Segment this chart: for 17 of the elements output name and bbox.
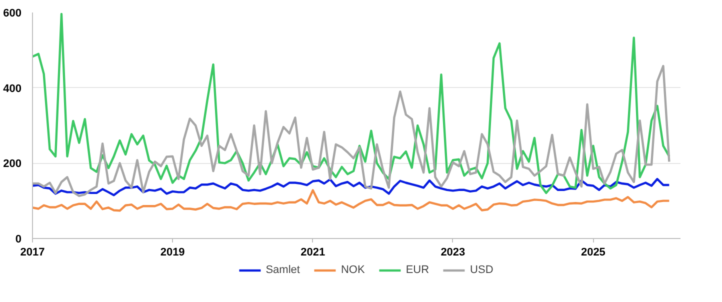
x-tick-label: 2025 xyxy=(580,246,606,258)
y-tick-label: 200 xyxy=(3,158,22,170)
x-tick-label: 2023 xyxy=(440,246,466,258)
y-tick-label: 0 xyxy=(15,234,22,246)
legend-label: EUR xyxy=(406,264,430,276)
y-tick-label: 400 xyxy=(3,82,22,95)
line-series xyxy=(32,178,670,196)
line-series xyxy=(32,189,670,212)
x-tick-label: 2021 xyxy=(300,246,326,258)
y-tick-label: 600 xyxy=(3,8,22,20)
line-series xyxy=(32,12,670,194)
x-tick-label: 2019 xyxy=(160,246,185,258)
legend-label: Samlet xyxy=(266,264,300,276)
legend-label: NOK xyxy=(340,264,365,276)
line-series xyxy=(32,64,670,198)
legend-label: USD xyxy=(470,264,494,276)
x-tick-label: 2017 xyxy=(20,246,45,258)
